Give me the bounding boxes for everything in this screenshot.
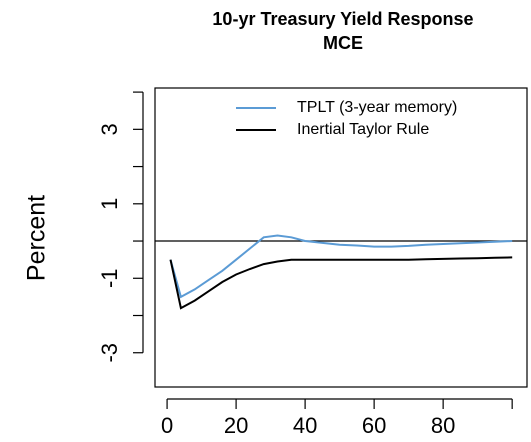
x-tick-label: 40: [293, 413, 317, 438]
y-tick-label: 3: [97, 123, 122, 135]
y-tick-label: -3: [97, 343, 122, 363]
legend-label: TPLT (3-year memory): [297, 99, 457, 116]
y-tick-label: -1: [97, 268, 122, 288]
x-tick-label: 60: [362, 413, 386, 438]
plot-frame: [154, 87, 528, 388]
x-tick-label: 20: [224, 413, 248, 438]
legend-label: Inertial Taylor Rule: [297, 121, 429, 138]
x-tick-label: 0: [161, 413, 173, 438]
y-axis-label: Percent: [23, 195, 51, 281]
y-tick-label: 1: [97, 198, 122, 210]
x-tick-label: 80: [431, 413, 455, 438]
series-line: [169, 234, 513, 299]
series-line: [169, 256, 513, 310]
chart-subtitle: MCE: [323, 33, 363, 53]
chart-title: 10-yr Treasury Yield Response: [212, 9, 473, 29]
